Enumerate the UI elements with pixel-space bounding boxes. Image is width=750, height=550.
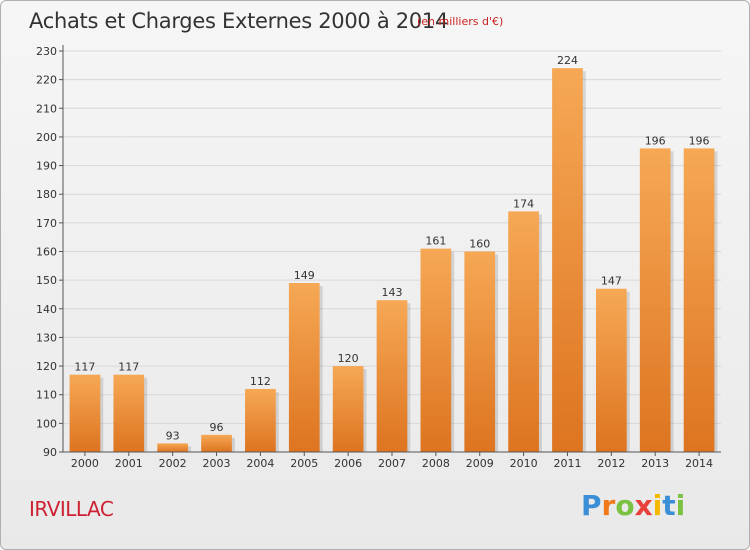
y-tick-label: 90 [43, 446, 57, 459]
x-tick-label: 2010 [510, 457, 538, 470]
bar [245, 388, 276, 452]
chart-subtitle: (en milliers d'€) [417, 15, 504, 28]
y-tick-label: 140 [36, 303, 57, 316]
data-label: 224 [557, 54, 578, 67]
data-label: 143 [382, 286, 403, 299]
y-tick-label: 150 [36, 274, 57, 287]
x-tick-label: 2012 [597, 457, 625, 470]
bar [552, 68, 583, 452]
y-tick-label: 160 [36, 246, 57, 259]
bar [157, 443, 189, 452]
bar [332, 366, 364, 452]
data-label: 117 [118, 361, 139, 374]
data-label: 196 [645, 134, 666, 147]
bar [69, 374, 101, 452]
bar [464, 251, 496, 452]
y-tick-label: 210 [36, 102, 57, 115]
y-tick-label: 230 [36, 45, 57, 58]
data-label: 196 [689, 134, 710, 147]
x-tick-label: 2014 [685, 457, 713, 470]
x-tick-label: 2002 [159, 457, 187, 470]
x-tick-label: 2003 [203, 457, 231, 470]
x-tick-label: 2001 [115, 457, 143, 470]
data-label: 93 [166, 429, 180, 442]
bar [201, 434, 232, 452]
data-label: 160 [469, 238, 490, 251]
bar [288, 283, 320, 452]
data-label: 161 [425, 235, 446, 248]
bar [376, 300, 408, 452]
y-tick-label: 170 [36, 217, 57, 230]
x-tick-label: 2006 [334, 457, 362, 470]
y-tick-label: 110 [36, 389, 57, 402]
x-tick-label: 2011 [553, 457, 581, 470]
bar [508, 211, 539, 452]
data-label: 117 [74, 361, 95, 374]
x-tick-label: 2008 [422, 457, 450, 470]
data-label: 174 [513, 197, 534, 210]
y-tick-label: 130 [36, 331, 57, 344]
proxiti-logo[interactable]: Proxiti [581, 489, 686, 522]
place-name: IRVILLAC [29, 497, 114, 521]
x-tick-label: 2007 [378, 457, 406, 470]
data-label: 147 [601, 275, 622, 288]
data-label: 149 [294, 269, 315, 282]
x-tick-label: 2004 [246, 457, 274, 470]
x-tick-label: 2000 [71, 457, 99, 470]
bar [420, 248, 452, 452]
data-label: 96 [210, 421, 224, 434]
y-tick-label: 200 [36, 131, 57, 144]
chart-title: Achats et Charges Externes 2000 à 2014 [29, 9, 449, 33]
bar [683, 148, 715, 452]
y-tick-label: 220 [36, 74, 57, 87]
y-tick-label: 120 [36, 360, 57, 373]
y-tick-label: 180 [36, 188, 57, 201]
data-label: 120 [338, 352, 359, 365]
x-tick-label: 2009 [466, 457, 494, 470]
bar [113, 374, 145, 452]
x-tick-label: 2005 [290, 457, 318, 470]
x-tick-label: 2013 [641, 457, 669, 470]
bar [639, 148, 671, 452]
bar [595, 288, 627, 452]
y-tick-label: 100 [36, 417, 57, 430]
y-tick-label: 190 [36, 160, 57, 173]
data-label: 112 [250, 375, 271, 388]
